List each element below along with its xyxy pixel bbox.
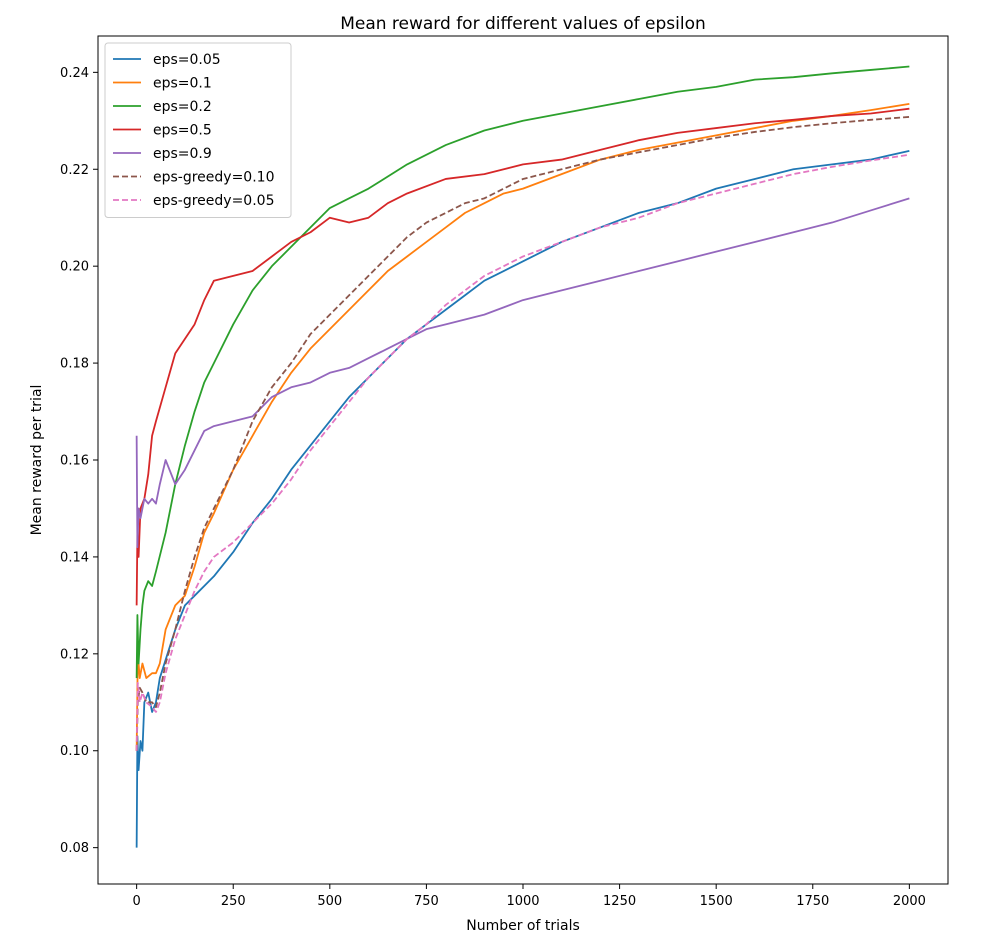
y-tick-label: 0.24: [60, 66, 89, 81]
y-tick-label: 0.12: [60, 647, 89, 662]
legend: eps=0.05 eps=0.1 eps=0.2 eps=0.5 eps=0.9 eps-…: [104, 42, 292, 218]
series-line-2: [135, 102, 910, 751]
y-tick-label: 0.20: [60, 260, 89, 275]
x-tick-label: 0: [132, 894, 140, 909]
chart-title: Mean reward for different values of epsi…: [340, 14, 706, 34]
y-tick-label: 0.14: [60, 550, 89, 565]
y-axis: 0.08 0.10 0.12 0.14 0.16 0.18 0.20 0.22 0.24: [60, 66, 98, 856]
x-tick-label: 750: [414, 894, 439, 909]
series-line-6: [135, 116, 910, 751]
x-axis-label: Number of trials: [466, 918, 580, 934]
legend-label: eps=0.5: [153, 123, 212, 139]
x-tick-label: 1500: [700, 894, 733, 909]
x-tick-label: 250: [221, 894, 246, 909]
series-line-1: [135, 149, 910, 848]
legend-label: eps=0.05: [153, 52, 221, 68]
x-tick-label: 1750: [796, 894, 829, 909]
series-line-7: [135, 153, 910, 751]
y-tick-label: 0.22: [60, 163, 89, 178]
series-line-3: [135, 65, 910, 679]
legend-label: eps=0.2: [153, 99, 212, 115]
legend-label: eps=0.1: [153, 76, 212, 92]
y-tick-label: 0.16: [60, 454, 89, 469]
legend-label: eps=0.9: [153, 146, 212, 162]
x-tick-label: 1000: [506, 894, 539, 909]
y-tick-label: 0.18: [60, 357, 89, 372]
legend-label: eps-greedy=0.05: [153, 193, 274, 209]
series-line-4: [135, 107, 910, 606]
x-tick-label: 1250: [603, 894, 636, 909]
y-tick-label: 0.10: [60, 744, 89, 759]
y-tick-label: 0.08: [60, 841, 89, 856]
plot-area: [135, 65, 910, 848]
legend-box: [104, 42, 292, 218]
series-line-5: [135, 197, 910, 549]
legend-label: eps-greedy=0.10: [153, 170, 274, 186]
x-tick-label: 2000: [893, 894, 926, 909]
x-tick-label: 500: [317, 894, 342, 909]
x-axis: 0 250 500 750 1000 1250 1500 1750 2000: [132, 884, 926, 909]
y-axis-label: Mean reward per trial: [29, 385, 45, 536]
